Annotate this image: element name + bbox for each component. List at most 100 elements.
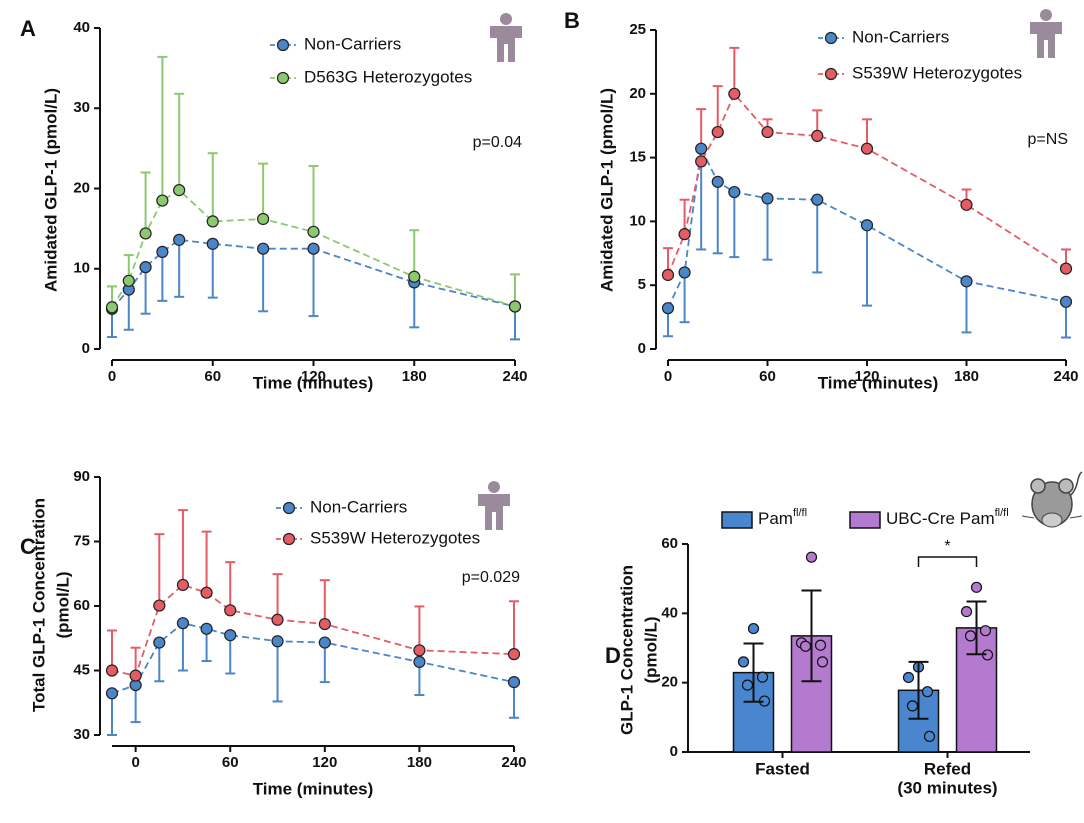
x-axis-title: Time (minutes) xyxy=(818,373,939,392)
y-tick-label: 0 xyxy=(638,340,646,357)
error-bar xyxy=(862,225,872,307)
x-tick-label: 180 xyxy=(402,368,427,385)
data-point xyxy=(711,125,724,139)
x-axis-title: Time (minutes) xyxy=(253,779,374,798)
y-tick-label: 0 xyxy=(82,340,90,357)
error-bar xyxy=(258,248,269,313)
error-bar xyxy=(729,192,740,259)
data-point xyxy=(408,270,421,283)
data-point xyxy=(139,261,152,274)
series-line xyxy=(111,188,516,308)
x-tick-label: 180 xyxy=(407,754,432,771)
data-point xyxy=(139,227,152,240)
y-tick-label: 20 xyxy=(629,85,646,102)
data-point xyxy=(173,184,186,197)
p-value: p=0.04 xyxy=(473,134,522,151)
legend-name: UBC-Cre Pam xyxy=(886,509,995,528)
y-tick-label: 45 xyxy=(73,661,90,678)
x-tick-label: 60 xyxy=(204,368,221,385)
y-tick-label: 20 xyxy=(73,179,90,196)
error-bar xyxy=(801,589,822,683)
y-tick-label: 0 xyxy=(670,743,678,760)
x-tick-label: 120 xyxy=(301,368,326,385)
series-line xyxy=(667,92,1067,276)
data-point xyxy=(741,679,754,691)
error-bar xyxy=(729,46,740,94)
data-point xyxy=(206,215,219,228)
panel-letter: C xyxy=(20,534,36,559)
error-bar xyxy=(177,623,188,672)
error-bar xyxy=(201,530,212,593)
data-point xyxy=(970,581,983,593)
error-bar xyxy=(272,641,283,703)
error-bar xyxy=(225,561,236,611)
x-tick-label: 60 xyxy=(222,754,239,771)
y-tick-label: 75 xyxy=(73,532,90,549)
data-point xyxy=(153,599,166,612)
data-point xyxy=(979,625,992,637)
y-tick-label: 25 xyxy=(629,21,646,38)
panel-letter: D xyxy=(605,643,621,668)
error-bar xyxy=(509,600,519,655)
y-axis-title: Amidated GLP-1 (pmol/L) xyxy=(597,88,616,292)
error-bar xyxy=(414,605,425,651)
data-point xyxy=(811,129,824,143)
data-point xyxy=(307,225,320,238)
human-icon xyxy=(1030,9,1062,58)
data-point xyxy=(307,242,320,255)
data-point xyxy=(661,302,675,315)
error-bar xyxy=(743,642,764,703)
significance-label: * xyxy=(944,538,950,555)
y-tick-label: 30 xyxy=(73,99,90,116)
data-point xyxy=(318,636,331,649)
data-point xyxy=(413,655,426,669)
data-point xyxy=(224,629,237,642)
data-point xyxy=(318,617,331,631)
data-point xyxy=(200,622,213,635)
error-bar xyxy=(409,282,420,329)
legend-label: UBC-Cre Pamfl/fl xyxy=(886,507,1009,529)
x-tick-label: 120 xyxy=(854,368,879,385)
data-point xyxy=(728,185,741,199)
data-point xyxy=(678,266,691,279)
y-tick-label: 5 xyxy=(638,276,646,293)
data-point xyxy=(105,301,119,314)
legend-swatch xyxy=(849,511,881,529)
data-point xyxy=(960,275,973,288)
legend-label: S539W Heterozygotes xyxy=(852,63,1022,82)
x-tick-label: Fasted xyxy=(755,759,810,778)
data-point xyxy=(921,686,934,698)
error-bar xyxy=(812,199,823,274)
y-axis-title: Amidated GLP-1 (pmol/L) xyxy=(41,88,60,292)
error-bar xyxy=(258,162,269,219)
y-tick-label: 60 xyxy=(73,597,90,614)
series-line xyxy=(667,145,1067,309)
legend-marker xyxy=(282,501,296,515)
error-bar xyxy=(107,629,117,671)
error-bar xyxy=(908,660,929,720)
data-point xyxy=(761,125,774,139)
error-bar xyxy=(130,685,141,724)
y-tick-label: 40 xyxy=(661,604,678,621)
y-axis-title: Total GLP-1 Concentration xyxy=(29,498,48,712)
legend-swatch xyxy=(721,511,753,529)
error-bar xyxy=(961,281,972,334)
data-point xyxy=(257,242,270,255)
y-tick-label: 30 xyxy=(73,726,90,743)
x-tick-label: (30 minutes) xyxy=(897,778,997,797)
legend-marker xyxy=(276,71,290,85)
error-bar xyxy=(207,152,218,222)
y-tick-label: 40 xyxy=(73,19,90,36)
data-point xyxy=(200,586,213,599)
human-icon xyxy=(478,481,510,530)
error-bar xyxy=(207,243,218,299)
error-bar xyxy=(308,248,319,318)
error-bar xyxy=(679,272,690,324)
data-point xyxy=(105,687,119,700)
data-point xyxy=(661,268,675,282)
error-bar xyxy=(174,92,185,191)
error-bar xyxy=(157,251,168,302)
data-point xyxy=(799,640,812,652)
y-tick-label: 10 xyxy=(629,212,646,229)
legend-name: Pam xyxy=(758,509,793,528)
